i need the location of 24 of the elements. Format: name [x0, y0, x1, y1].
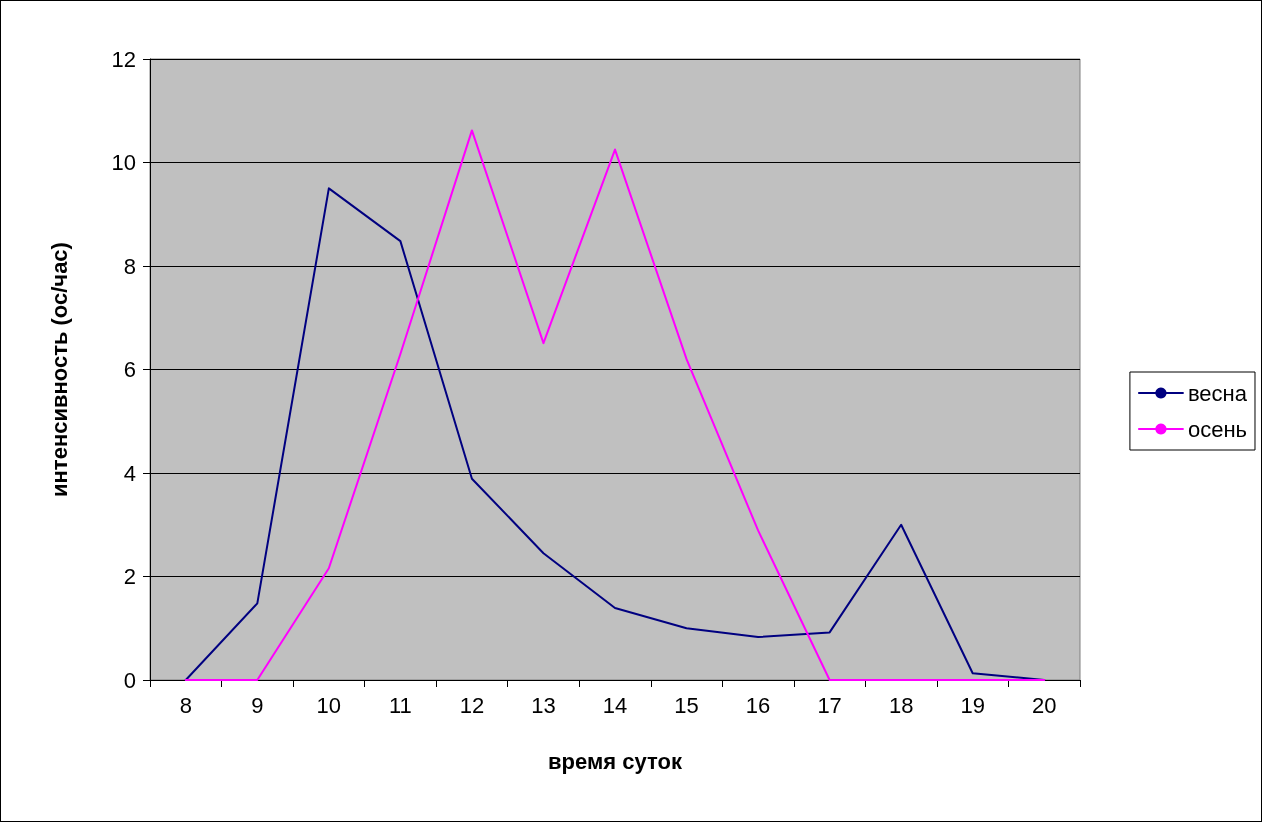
x-tick-label: 10 — [316, 692, 342, 718]
x-axis-title: время суток — [548, 748, 683, 774]
legend-label: весна — [1187, 380, 1248, 406]
x-tick-label: 14 — [602, 692, 628, 718]
x-tick-label: 9 — [251, 692, 264, 718]
x-tick-label: 17 — [817, 692, 842, 718]
legend-label: осень — [1187, 416, 1248, 442]
y-tick-label: 8 — [123, 253, 136, 279]
x-tick-label: 15 — [674, 692, 699, 718]
y-tick-label: 0 — [123, 667, 136, 693]
x-tick-label: 19 — [960, 692, 985, 718]
y-tick-label: 12 — [111, 46, 136, 72]
y-tick-label: 10 — [111, 150, 136, 175]
x-tick-label: 20 — [1031, 692, 1057, 718]
y-tick-label: 2 — [123, 564, 136, 589]
x-tick-label: 8 — [179, 692, 192, 718]
x-tick-label: 16 — [745, 692, 771, 718]
x-tick-label: 18 — [888, 692, 914, 718]
y-axis-title: интенсивность (ос/час) — [46, 242, 72, 497]
y-tick-label: 6 — [123, 357, 136, 382]
y-tick-label: 4 — [123, 460, 136, 486]
x-tick-label: 12 — [459, 692, 485, 718]
x-tick-label: 13 — [531, 692, 556, 718]
x-tick-label: 11 — [388, 692, 412, 718]
